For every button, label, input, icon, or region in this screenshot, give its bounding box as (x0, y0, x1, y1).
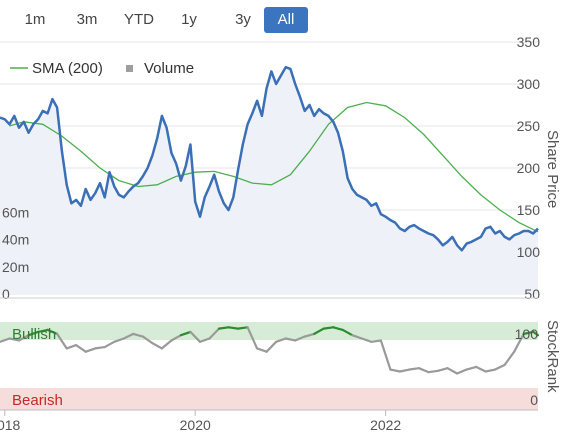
range-button-all[interactable]: All (264, 7, 308, 33)
stockrank-segment (265, 340, 278, 353)
sma-series (9, 101, 539, 233)
x-tick-label: 2018 (0, 417, 21, 433)
stockrank-segment (408, 367, 421, 371)
stockrank-segment (141, 335, 154, 345)
stockrank-segment (179, 330, 192, 337)
stockrank-panel (0, 322, 540, 410)
x-tick-label: 2022 (370, 417, 401, 433)
legend: SMA (200) Volume (10, 60, 194, 77)
range-button-3y[interactable]: 3y (235, 11, 251, 28)
stockrank-segment (360, 337, 373, 343)
stockrank-segment (494, 363, 506, 371)
stockrank-segment (275, 337, 287, 343)
stockrank-segment (465, 365, 478, 371)
stockrank-segment (160, 339, 173, 350)
stockrank-segment (217, 326, 230, 330)
stockrank-segment (113, 337, 125, 343)
stockrank-segment (303, 332, 316, 338)
range-button-3m[interactable]: 3m (76, 11, 98, 28)
stockrank-segment (351, 334, 363, 340)
legend-volume-swatch (126, 65, 133, 72)
stockrank-segment (122, 332, 135, 340)
x-tick-label: 2020 (180, 417, 211, 433)
stockrank-segment (341, 328, 354, 337)
stockrank-segment (36, 328, 49, 333)
range-selector: 1m 3m YTD 1y 3y All (0, 4, 330, 34)
stockrank-axis-title: StockRank (544, 320, 561, 393)
bearish-label: Bearish (12, 392, 63, 409)
price-area-fill (0, 67, 538, 294)
price-tick-label: 200 (517, 160, 541, 176)
stockrank-segment (17, 334, 30, 342)
stockrank-segment (46, 328, 59, 335)
stockrank-segment (227, 326, 240, 330)
price-series (0, 65, 539, 252)
stockrank-segment (417, 367, 430, 374)
stockrank-segment (398, 368, 411, 373)
stockrank-segment (103, 340, 116, 349)
range-button-1m[interactable]: 1m (24, 11, 46, 28)
stockrank-segment (484, 368, 497, 373)
stockrank-segment (322, 326, 335, 330)
stockrank-segment (151, 342, 163, 350)
stockrank-segment (332, 326, 344, 332)
stockrank-segment (27, 330, 40, 337)
stockrank-segment (94, 345, 106, 350)
bearish-band (0, 388, 538, 410)
volume-tick-label: 60m (2, 204, 29, 220)
stockrank-segment (0, 337, 11, 343)
stockrank-segment (503, 350, 516, 366)
price-tick-label: 50 (524, 286, 540, 302)
stockrank-segment (284, 337, 297, 342)
price-tick-label: 150 (517, 202, 541, 218)
bullish-label: Bullish (12, 326, 56, 343)
stockrank-segment (370, 339, 382, 343)
range-button-1y[interactable]: 1y (181, 11, 197, 28)
stockrank-segment (446, 367, 459, 375)
bullish-band (0, 322, 538, 340)
stockrank-segment (236, 326, 249, 330)
stockrank-segment (455, 368, 468, 375)
legend-sma-label: SMA (200) (32, 60, 103, 77)
stockrank-segment (436, 367, 449, 372)
stockrank-segment (84, 347, 97, 353)
stockrank-segment (189, 330, 202, 343)
stockrank-segment (208, 327, 221, 340)
stockrank-segment (389, 368, 402, 373)
share-price-axis-title: Share Price (544, 130, 561, 208)
stockrank-segment (75, 344, 87, 353)
price-tick-label: 350 (517, 34, 541, 50)
stockrank-segment (313, 327, 325, 335)
volume-tick-label: 40m (2, 232, 29, 248)
price-area (0, 67, 538, 294)
stockrank-segment (56, 332, 68, 350)
stockrank-segment (513, 332, 525, 353)
sma-line (9, 101, 539, 233)
stockrank-segment (522, 330, 535, 335)
stockrank-segment (246, 326, 259, 350)
price-tick-label: 300 (517, 76, 541, 92)
stockrank-segment (8, 337, 21, 342)
stockrank-segment (532, 330, 540, 337)
volume-tick-label: 20m (2, 259, 29, 275)
stockrank-min-label: 0 (530, 392, 538, 408)
stockrank-segment (65, 344, 78, 350)
stockrank-segment (132, 332, 144, 338)
axes: 350 300 250 200 150 100 50 60m 40m 20m 0 2018 2020 20… (0, 34, 540, 433)
price-tick-label: 250 (517, 118, 541, 134)
legend-volume-label: Volume (144, 60, 194, 77)
price-line (0, 65, 539, 252)
stockrank-segment (198, 337, 211, 343)
volume-tick-label: 0 (2, 286, 10, 302)
stockrank-segment (427, 369, 440, 374)
range-button-ytd[interactable]: YTD (124, 11, 154, 28)
stockrank-segment (255, 347, 268, 353)
stockrank-max-label: 100 (515, 326, 539, 342)
stockrank-segment (294, 335, 306, 342)
stockrank-segment (170, 334, 183, 342)
stockrank-segment (379, 339, 392, 371)
price-tick-label: 100 (517, 244, 541, 260)
stockrank-segment (475, 365, 487, 373)
